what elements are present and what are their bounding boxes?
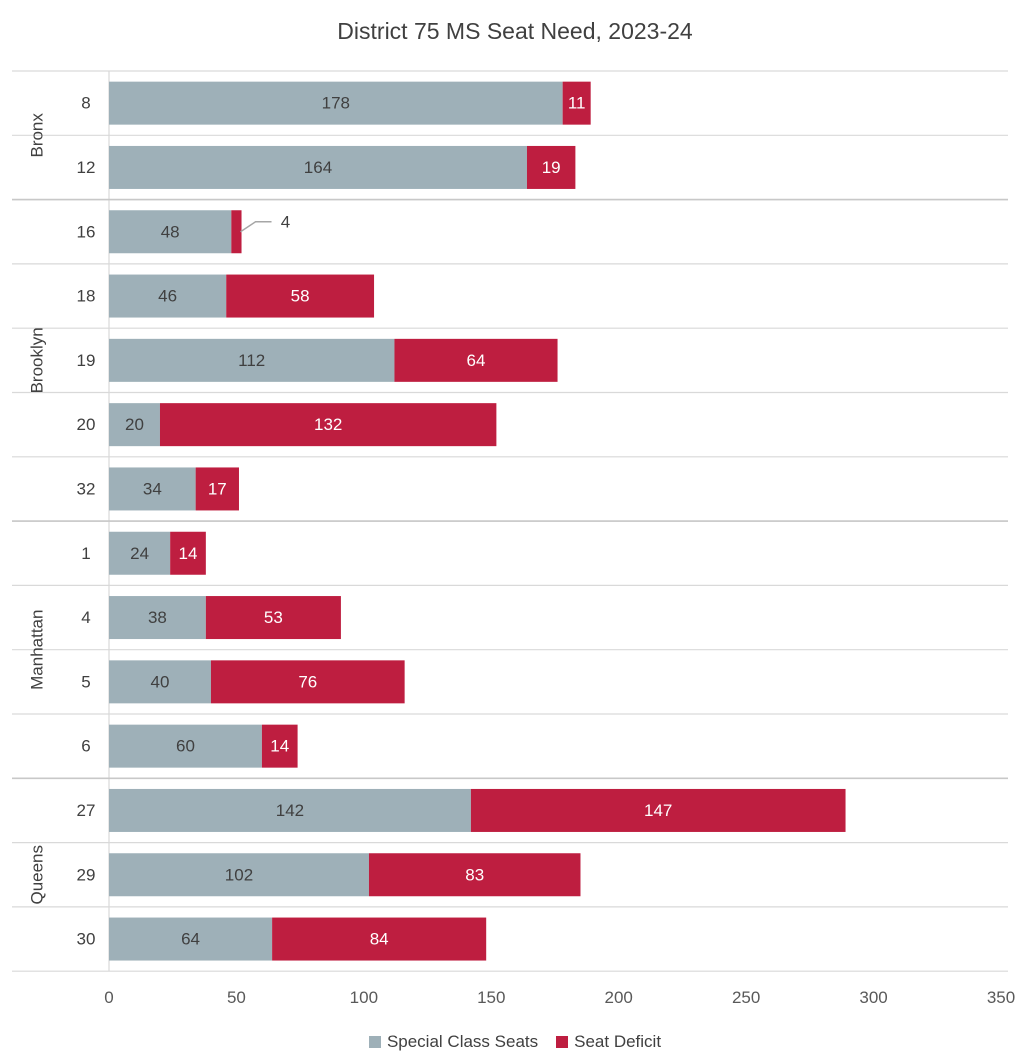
x-tick-label: 350: [987, 988, 1015, 1007]
bar-seat-deficit: [226, 274, 375, 318]
x-tick-label: 100: [350, 988, 378, 1007]
bar-seat-deficit: [261, 724, 298, 768]
bar-special-class-seats: [109, 274, 227, 318]
bar-special-class-seats: [109, 788, 471, 832]
data-label-seat-deficit: 76: [298, 672, 317, 691]
data-label-seat-deficit: 19: [542, 158, 561, 177]
data-label-seat-deficit: 132: [314, 415, 342, 434]
x-tick-label: 150: [477, 988, 505, 1007]
data-label-seat-deficit: 64: [467, 351, 486, 370]
data-label-seat-deficit: 4: [281, 212, 290, 231]
category-label: 6: [81, 737, 90, 756]
category-label: 27: [77, 801, 96, 820]
data-label-seat-deficit: 14: [270, 737, 289, 756]
data-label-seat-deficit: 147: [644, 801, 672, 820]
legend-swatch-special-class-seats: [368, 1036, 381, 1048]
group-label: Bronx: [28, 113, 47, 158]
category-label: 1: [81, 544, 90, 563]
data-label-special-class-seats: 112: [238, 351, 265, 370]
data-label-seat-deficit: 58: [291, 287, 310, 306]
data-label-special-class-seats: 24: [130, 544, 149, 563]
category-label: 18: [77, 287, 96, 306]
category-label: 30: [77, 930, 96, 949]
x-tick-label: 300: [859, 988, 887, 1007]
bar-seat-deficit: [159, 403, 497, 447]
bar-seat-deficit: [272, 917, 487, 961]
data-label-seat-deficit: 53: [264, 608, 283, 627]
category-label: 29: [77, 865, 96, 884]
data-label-seat-deficit: 17: [208, 479, 227, 498]
legend-label-seat-deficit: Seat Deficit: [574, 1032, 662, 1051]
category-label: 12: [77, 158, 96, 177]
group-label: Brooklyn: [28, 327, 47, 393]
bar-special-class-seats: [109, 531, 171, 575]
data-label-special-class-seats: 60: [176, 737, 195, 756]
legend-label-special-class-seats: Special Class Seats: [386, 1032, 539, 1051]
bar-special-class-seats: [109, 210, 232, 254]
legend-swatch-seat-deficit: [556, 1036, 569, 1048]
bar-seat-deficit: [562, 81, 591, 125]
x-tick-label: 50: [227, 988, 246, 1007]
legend-item-special-class-seats: Special Class Seats: [368, 1032, 539, 1052]
bar-seat-deficit: [195, 467, 239, 511]
bar-special-class-seats: [109, 853, 369, 897]
bar-special-class-seats: [109, 403, 160, 447]
bar-special-class-seats: [109, 724, 262, 768]
category-label: 16: [77, 222, 96, 241]
data-label-special-class-seats: 142: [276, 801, 304, 820]
data-label-special-class-seats: 64: [181, 930, 200, 949]
data-label-seat-deficit: 84: [370, 930, 389, 949]
category-label: 19: [77, 351, 96, 370]
category-label: 20: [77, 415, 96, 434]
bar-seat-deficit: [231, 210, 242, 254]
x-tick-label: 200: [605, 988, 633, 1007]
bar-seat-deficit: [368, 853, 581, 897]
data-label-special-class-seats: 38: [148, 608, 167, 627]
bar-special-class-seats: [109, 467, 196, 511]
data-label-seat-deficit: 11: [568, 94, 586, 113]
chart-plot: 0 50 100 150 200 250 300 350 Bronx Brooklyn Manhat…: [12, 70, 1015, 1007]
data-label-special-class-seats: 40: [151, 672, 170, 691]
bar-special-class-seats: [109, 596, 206, 640]
bar-seat-deficit: [394, 338, 558, 382]
data-label-special-class-seats: 20: [125, 415, 144, 434]
x-tick-label: 250: [732, 988, 760, 1007]
bar-special-class-seats: [109, 917, 273, 961]
bar-seat-deficit: [170, 531, 206, 575]
x-tick-label: 0: [104, 988, 113, 1007]
data-label-special-class-seats: 102: [225, 865, 253, 884]
legend-item-seat-deficit: Seat Deficit: [556, 1032, 661, 1052]
data-label-special-class-seats: 34: [143, 479, 162, 498]
group-label: Manhattan: [28, 610, 47, 690]
category-label: 32: [77, 479, 96, 498]
category-label: 4: [81, 608, 90, 627]
data-label-special-class-seats: 178: [322, 94, 350, 113]
category-label: 5: [81, 672, 90, 691]
data-label-seat-deficit: 83: [465, 865, 484, 884]
bar-seat-deficit: [205, 596, 341, 640]
group-label: Queens: [28, 845, 47, 905]
bar-special-class-seats: [109, 145, 527, 189]
data-label-seat-deficit: 14: [179, 544, 198, 563]
bar-seat-deficit: [470, 788, 846, 832]
data-label-special-class-seats: 164: [304, 158, 332, 177]
bar-special-class-seats: [109, 660, 211, 704]
data-label-special-class-seats: 48: [161, 222, 180, 241]
bar-seat-deficit: [526, 145, 576, 189]
chart-legend: Special Class Seats Seat Deficit: [0, 1032, 1030, 1052]
bar-special-class-seats: [109, 81, 563, 125]
bar-seat-deficit: [210, 660, 405, 704]
category-label: 8: [81, 94, 90, 113]
data-label-special-class-seats: 46: [158, 287, 177, 306]
data-label-leader-line: [240, 221, 272, 233]
bar-special-class-seats: [109, 338, 395, 382]
chart-title: District 75 MS Seat Need, 2023-24: [337, 18, 693, 44]
